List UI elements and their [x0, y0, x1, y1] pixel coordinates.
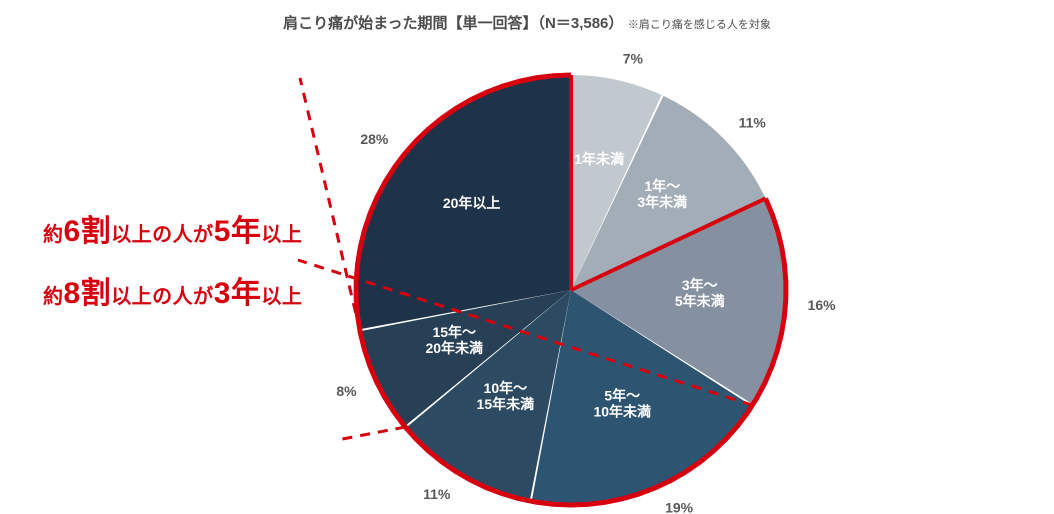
callout-text: 約8割以上の人が3年以上 — [43, 268, 302, 312]
callout-text: 約6割以上の人が5年以上 — [43, 206, 302, 250]
slice-pct: 8% — [336, 383, 357, 399]
dashed-leader — [337, 427, 405, 440]
callout-seg: 以上の人が — [111, 286, 214, 308]
slice-pct: 7% — [623, 51, 644, 67]
slice-pct: 16% — [808, 297, 837, 313]
slice-pct: 11% — [739, 114, 767, 130]
callout-seg: 8割 — [64, 277, 112, 310]
slice-label: 1年未満 — [574, 151, 624, 167]
slice-label: 1年～3年未満 — [637, 178, 687, 210]
slice-label: 3年～5年未満 — [675, 277, 725, 309]
callout-seg: 3年 — [214, 277, 262, 310]
callout-seg: 約 — [43, 224, 64, 246]
pie-chart: 1年未満7%1年～3年未満11%3年～5年未満16%5年～10年未満19%10年… — [0, 0, 1054, 514]
slice-pct: 19% — [665, 500, 694, 514]
callout-seg: 以上 — [261, 224, 302, 246]
slice-pct: 28% — [360, 131, 389, 147]
callout-seg: 以上の人が — [111, 224, 214, 246]
callout-seg: 6割 — [64, 215, 112, 248]
slice-label: 15年～20年未満 — [425, 324, 483, 356]
callout-seg: 以上 — [261, 286, 302, 308]
callout-seg: 5年 — [214, 215, 262, 248]
dashed-leader — [300, 78, 360, 330]
callout-seg: 約 — [43, 286, 64, 308]
slice-label: 20年以上 — [443, 195, 501, 211]
slice-pct: 11% — [423, 486, 451, 502]
slice-label: 10年～15年未満 — [477, 380, 535, 412]
